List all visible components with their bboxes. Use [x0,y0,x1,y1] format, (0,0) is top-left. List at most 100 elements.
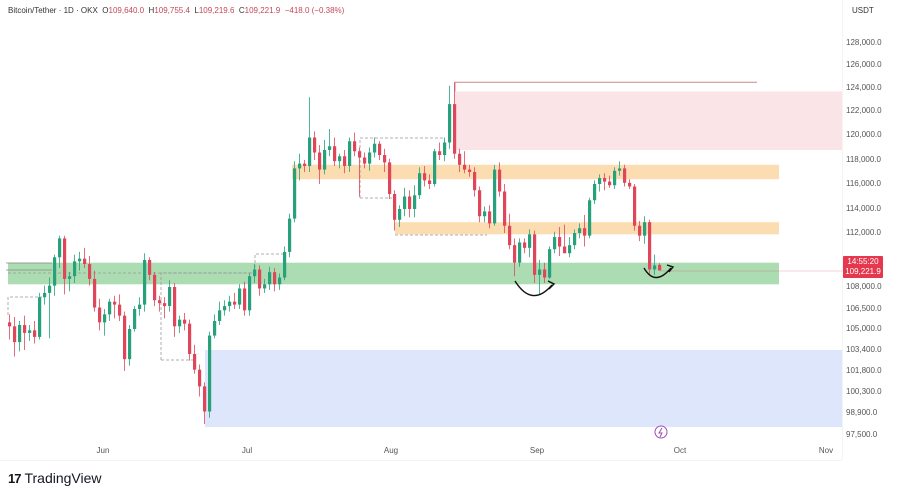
open-label: O [102,6,109,15]
candle-body [433,151,437,184]
ath-line[interactable] [454,81,757,92]
resistance-zone-upper[interactable] [292,164,779,180]
candle-body [173,287,177,327]
price-tick-label: 116,000.0 [846,179,881,188]
candle-body [43,292,47,298]
low-value: 109,219.6 [198,6,235,15]
time-tick-label: Aug [383,446,399,455]
candle-body [378,143,382,155]
candle-body [233,301,237,305]
candle-body [188,323,192,354]
candle-body [73,261,77,277]
candle-body [63,238,67,279]
candle-body [598,178,602,184]
candle-body [88,264,92,279]
candle-body [108,301,112,315]
price-tick-label: 105,000.0 [846,324,882,333]
lightning-event-icon[interactable] [654,425,668,439]
candle-body [458,153,462,165]
candle-body [288,218,292,252]
price-tick-label: 100,300.0 [846,387,882,396]
high-value: 109,755.4 [154,6,190,15]
candle-body [203,386,207,412]
candle-body [163,303,167,307]
candle-body [93,278,97,308]
price-tick-label: 108,000.0 [846,282,882,291]
candle-body [443,142,447,155]
candle-body [488,211,492,224]
candle-body [393,194,397,220]
candle-body [123,315,127,360]
open-value: 109,640.0 [108,6,145,15]
price-tick-label: 101,800.0 [846,366,882,375]
low-label: L [194,6,199,15]
candle-body [373,143,377,153]
candle-body [293,168,297,219]
time-tick-label: Oct [673,446,687,455]
candle-body [658,264,662,271]
candle-body [608,181,612,186]
candle-body [228,301,232,307]
candle-body [368,152,372,164]
price-tick-label: 106,500.0 [846,304,882,313]
time-axis-separator [0,460,842,461]
candle-body [178,319,182,327]
candle-body [318,152,322,170]
arrowhead-icon [547,280,556,290]
candle-body [518,242,522,263]
candle-body [493,169,497,224]
candle-body [398,209,402,220]
drawings-layer [6,137,842,361]
tradingview-logo[interactable]: 17 TradingView [8,470,102,486]
candle-body [338,156,342,162]
candle-body [238,288,242,305]
symbol-label: Bitcoin/Tether · 1D · OKX [8,6,98,15]
price-tick-label: 126,000.0 [846,60,882,69]
candle-body [483,211,487,217]
candle-body [623,168,627,183]
arrowhead-icon-2 [666,264,675,273]
support-zone[interactable] [8,262,779,285]
candle-body [523,242,527,248]
candle-body [263,284,267,289]
close-label: C [238,6,245,15]
candle-body [438,151,442,155]
candle-body [53,257,57,286]
supply-zone[interactable] [455,91,842,150]
candle-body [68,276,72,279]
candle-body [548,249,552,278]
candle-body [48,285,52,293]
resistance-zone-lower[interactable] [395,222,779,235]
candle-body [343,156,347,166]
candle-body [638,225,642,236]
candle-body [328,146,332,150]
candle-body [538,269,542,275]
candle-body [578,228,582,233]
candle-body [593,184,597,201]
candle-body [98,307,102,323]
candle-body [303,163,307,166]
candle-body [513,245,517,263]
candle-body [208,335,212,412]
candle-body [358,151,362,158]
candle-body [653,265,657,270]
price-axis-separator [842,0,843,460]
tradingview-logo-icon: 17 [8,470,22,486]
candle-body [468,169,472,172]
price-tick-label: 118,000.0 [846,155,881,164]
candle-body [568,245,572,254]
candle-body [613,170,617,186]
candle-body [198,369,202,387]
candle-body [158,300,162,304]
candle-body [153,274,157,301]
price-tick-label: 103,400.0 [846,345,882,354]
candle-body [508,225,512,246]
chart-header: Bitcoin/Tether · 1D · OKX O109,640.0 H10… [8,6,344,15]
last-price-label: 109,221.9 [845,267,881,276]
candle-body [223,306,227,311]
candle-body [253,269,257,277]
demand-zone[interactable] [205,350,842,428]
candle-body [78,258,82,262]
candle-body [478,190,482,217]
